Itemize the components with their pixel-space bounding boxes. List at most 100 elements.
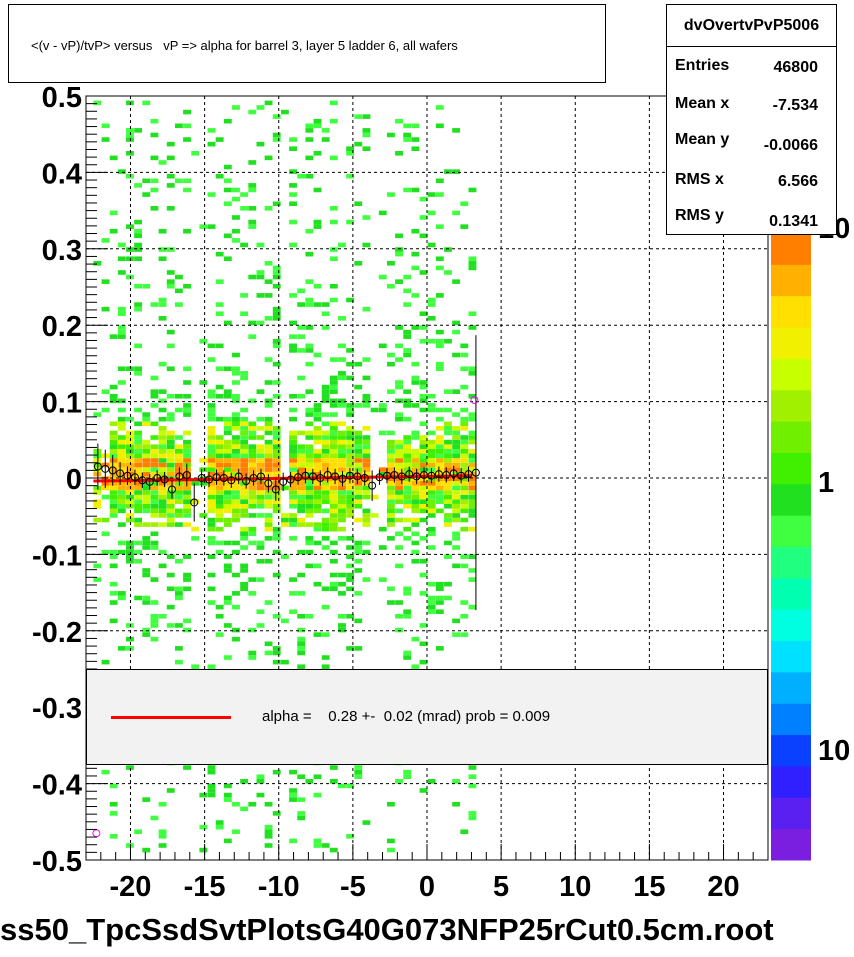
heatmap-cell — [338, 494, 346, 500]
heatmap-cell — [248, 109, 257, 115]
y-tick-label: -0.4 — [32, 770, 82, 802]
heatmap-cell — [109, 481, 118, 486]
heatmap-cell — [142, 192, 151, 197]
heatmap-cell — [338, 499, 346, 504]
heatmap-cell — [419, 494, 428, 500]
heatmap-cell — [158, 448, 167, 454]
heatmap-cell — [329, 247, 338, 252]
heatmap-cell — [183, 366, 191, 372]
heatmap-cell — [354, 261, 363, 266]
heatmap-cell — [427, 513, 436, 518]
heatmap-cell — [321, 508, 330, 514]
heatmap-cell — [289, 788, 297, 793]
heatmap-cell — [321, 655, 330, 660]
heatmap-cell — [305, 467, 314, 472]
heatmap-cell — [150, 393, 159, 399]
heatmap-cell — [427, 545, 436, 550]
heatmap-cell — [174, 178, 183, 184]
heatmap-cell — [207, 128, 216, 133]
heatmap-cell — [468, 265, 477, 271]
heatmap-cell — [207, 783, 216, 789]
y-tick-label: -0.1 — [32, 540, 82, 572]
profile-points — [92, 335, 480, 838]
heatmap-cell — [126, 435, 134, 440]
heatmap-cell — [460, 352, 469, 358]
heatmap-cell — [142, 490, 151, 495]
heatmap-cell — [346, 403, 355, 408]
heatmap-cell — [142, 283, 151, 289]
heatmap-cell — [166, 494, 175, 500]
heatmap-cell — [232, 196, 240, 202]
heatmap-cell — [109, 834, 118, 839]
heatmap-cell — [101, 531, 110, 537]
heatmap-cell — [411, 499, 420, 504]
heatmap-cell — [297, 453, 306, 459]
heatmap-cell — [411, 636, 420, 642]
heatmap-cell — [223, 522, 232, 527]
heatmap-cell — [272, 343, 281, 349]
heatmap-cell — [191, 481, 200, 486]
heatmap-cell — [272, 316, 281, 321]
heatmap-cell — [354, 444, 363, 449]
heatmap-cell — [158, 430, 167, 436]
heatmap-cell — [395, 448, 403, 454]
heatmap-cell — [215, 279, 224, 284]
heatmap-cell — [338, 435, 346, 440]
heatmap-cell — [346, 151, 355, 156]
heatmap-cell — [329, 380, 338, 385]
heatmap-cell — [142, 471, 151, 477]
heatmap-cell — [452, 471, 461, 477]
heatmap-cell — [403, 481, 412, 486]
heatmap-cell — [134, 549, 143, 555]
heatmap-cell — [395, 600, 403, 605]
heatmap-cell — [264, 467, 273, 472]
heatmap-cell — [166, 141, 175, 147]
heatmap-cell — [142, 485, 151, 491]
heatmap-cell — [183, 554, 191, 559]
heatmap-cell — [386, 439, 395, 445]
heatmap-cell — [272, 137, 281, 142]
heatmap-cell — [272, 114, 281, 119]
heatmap-cell — [427, 604, 436, 610]
heatmap-cell — [346, 458, 355, 463]
heatmap-cell — [158, 829, 167, 835]
heatmap-cell — [346, 375, 355, 381]
heatmap-cell — [166, 503, 175, 509]
heatmap-cell — [395, 279, 403, 284]
heatmap-cell — [117, 444, 126, 449]
heatmap-cell — [109, 155, 118, 161]
heatmap-cell — [207, 769, 216, 775]
heatmap-cell — [338, 421, 346, 427]
heatmap-cell — [134, 128, 143, 133]
heatmap-cell — [134, 306, 143, 312]
colorbar-swatch — [771, 765, 811, 798]
heatmap-cell — [223, 421, 232, 427]
heatmap-cell — [289, 499, 297, 504]
heatmap-cell — [419, 384, 428, 390]
heatmap-cell — [305, 444, 314, 449]
heatmap-cell — [419, 448, 428, 454]
heatmap-cell — [142, 178, 151, 184]
heatmap-cell — [150, 155, 159, 161]
heatmap-cell — [142, 536, 151, 541]
heatmap-cell — [435, 361, 444, 367]
heatmap-cell — [419, 196, 428, 202]
heatmap-cell — [444, 522, 452, 527]
heatmap-cell — [264, 834, 273, 839]
heatmap-cell — [117, 380, 126, 385]
heatmap-cell — [199, 824, 208, 830]
heatmap-cell — [297, 430, 306, 436]
heatmap-cell — [199, 792, 208, 798]
heatmap-cell — [427, 526, 436, 532]
heatmap-cell — [207, 407, 216, 413]
heatmap-cell — [232, 187, 240, 193]
heatmap-cell — [93, 100, 102, 106]
heatmap-cell — [126, 503, 134, 509]
heatmap-cell — [297, 325, 306, 330]
heatmap-cell — [174, 485, 183, 491]
heatmap-cell — [166, 283, 175, 289]
heatmap-cell — [468, 508, 477, 514]
profile-point — [93, 462, 102, 471]
heatmap-cell — [444, 540, 452, 546]
heatmap-cell — [329, 426, 338, 431]
